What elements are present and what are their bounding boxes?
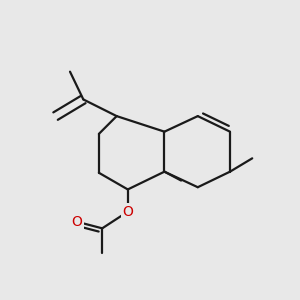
Text: O: O (122, 205, 133, 219)
Text: O: O (71, 215, 82, 229)
